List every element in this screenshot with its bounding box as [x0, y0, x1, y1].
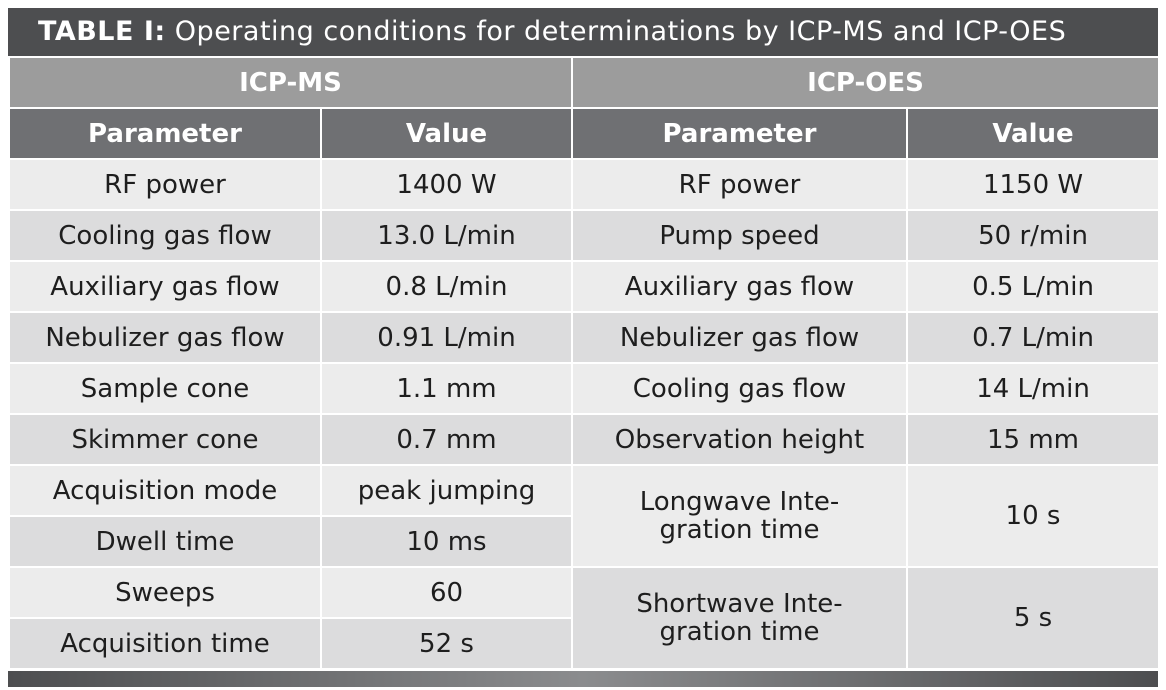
header-oes-parameter: Parameter: [571, 107, 908, 160]
oes-merged-parameter-cell: Shortwave Inte-gration time: [571, 566, 908, 670]
oes-value-cell: 14 L/min: [905, 362, 1161, 415]
oes-value-cell: 0.7 L/min: [905, 311, 1161, 364]
oes-parameter-cell: Pump speed: [571, 209, 908, 262]
oes-parameter-cell: Cooling gas flow: [571, 362, 908, 415]
group-icp-oes: ICP-OES: [570, 56, 1161, 109]
ms-parameter-cell: Nebulizer gas flow: [8, 311, 322, 364]
group-icp-ms: ICP-MS: [8, 56, 573, 109]
merged-param-line: Longwave Inte-: [639, 487, 840, 517]
table-row: Nebulizer gas flow 0.91 L/min Nebulizer …: [8, 311, 1161, 364]
ms-parameter-cell: Acquisition time: [8, 617, 322, 670]
ms-parameter-cell: Sample cone: [8, 362, 322, 415]
table-row: Acquisition mode peak jumping Longwave I…: [8, 464, 1161, 568]
ms-value-cell: 0.7 mm: [320, 413, 573, 466]
oes-value-cell: 1150 W: [905, 158, 1161, 211]
merged-param-line: gration time: [659, 515, 820, 545]
ms-value-cell: 10 ms: [320, 515, 573, 568]
merged-param-line: gration time: [659, 617, 820, 647]
ms-parameter-cell: Skimmer cone: [8, 413, 322, 466]
oes-merged-parameter-cell: Longwave Inte-gration time: [571, 464, 908, 568]
oes-value-cell: 15 mm: [905, 413, 1161, 466]
footer-bar: [8, 671, 1158, 687]
table-row: Auxiliary gas flow 0.8 L/min Auxiliary g…: [8, 260, 1161, 313]
ms-value-cell: 1.1 mm: [320, 362, 573, 415]
oes-value-cell: 0.5 L/min: [905, 260, 1161, 313]
ms-value-cell: 0.91 L/min: [320, 311, 573, 364]
table-row: Cooling gas flow 13.0 L/min Pump speed 5…: [8, 209, 1161, 262]
oes-merged-value-cell: 10 s: [905, 464, 1161, 568]
ms-parameter-cell: RF power: [8, 158, 322, 211]
operating-conditions-table: ICP-MS ICP-OES Parameter Value Parameter…: [8, 56, 1161, 670]
header-ms-value: Value: [320, 107, 573, 160]
column-header-row: Parameter Value Parameter Value: [8, 107, 1161, 160]
header-oes-value: Value: [905, 107, 1161, 160]
ms-parameter-cell: Acquisition mode: [8, 464, 322, 517]
table-title-label: TABLE I:: [38, 16, 166, 47]
ms-value-cell: 0.8 L/min: [320, 260, 573, 313]
table-title: TABLE I: Operating conditions for determ…: [8, 8, 1158, 56]
ms-value-cell: peak jumping: [320, 464, 573, 517]
table-row: Acquisition time 52 s: [8, 617, 1159, 670]
table-row: Dwell time 10 ms: [8, 515, 1159, 568]
ms-parameter-cell: Cooling gas flow: [8, 209, 322, 262]
merged-param-line: Shortwave Inte-: [636, 589, 843, 619]
table-row: Sample cone 1.1 mm Cooling gas flow 14 L…: [8, 362, 1161, 415]
oes-parameter-cell: Nebulizer gas flow: [571, 311, 908, 364]
ms-value-cell: 60: [320, 566, 573, 619]
header-ms-parameter: Parameter: [8, 107, 322, 160]
ms-parameter-cell: Auxiliary gas flow: [8, 260, 322, 313]
table-row: Sweeps 60 Shortwave Inte-gration time 5 …: [8, 566, 1161, 670]
group-header-row: ICP-MS ICP-OES: [8, 56, 1161, 109]
table-row: RF power 1400 W RF power 1150 W: [8, 158, 1161, 211]
oes-value-cell: 50 r/min: [905, 209, 1161, 262]
ms-value-cell: 13.0 L/min: [320, 209, 573, 262]
table-title-text: Operating conditions for determinations …: [174, 16, 1067, 47]
oes-parameter-cell: Observation height: [571, 413, 908, 466]
ms-parameter-cell: Dwell time: [8, 515, 322, 568]
oes-parameter-cell: RF power: [571, 158, 908, 211]
oes-parameter-cell: Auxiliary gas flow: [571, 260, 908, 313]
ms-parameter-cell: Sweeps: [8, 566, 322, 619]
ms-value-cell: 52 s: [320, 617, 573, 670]
ms-value-cell: 1400 W: [320, 158, 573, 211]
table-row: Skimmer cone 0.7 mm Observation height 1…: [8, 413, 1161, 466]
oes-merged-value-cell: 5 s: [905, 566, 1161, 670]
